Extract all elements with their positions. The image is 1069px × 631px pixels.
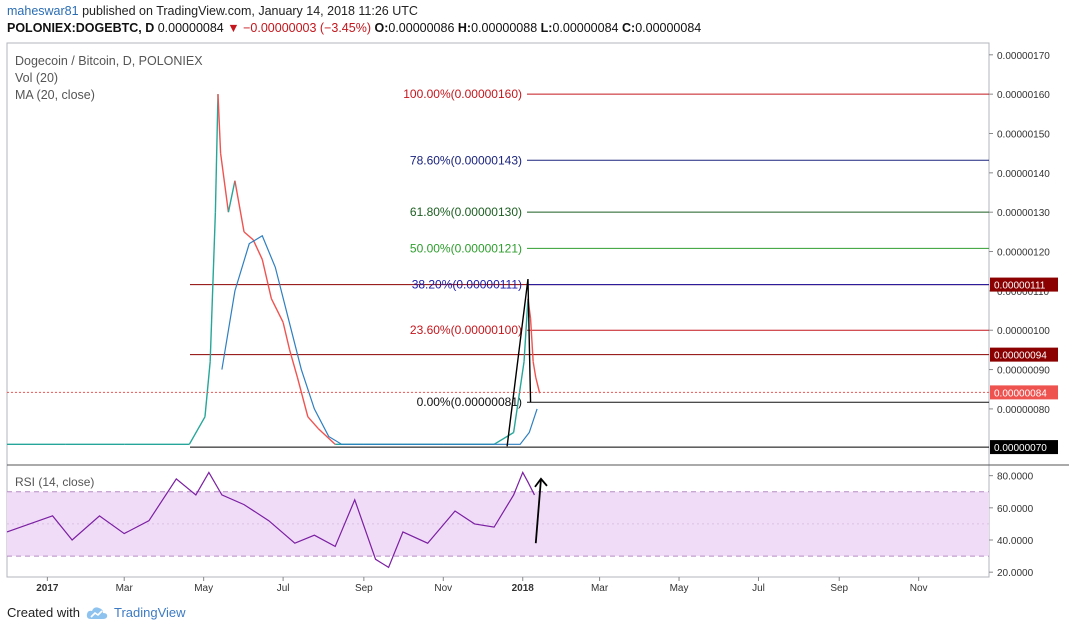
fib-level-label: 78.60%(0.00000143) (410, 153, 522, 167)
change-value: −0.00000003 (−3.45%) (243, 21, 371, 35)
price-segment (252, 239, 263, 260)
symbol-label: POLONIEX:DOGEBTC, D (7, 21, 155, 35)
close-label: C: (621, 21, 636, 35)
tradingview-cloud-icon (86, 606, 108, 619)
price-tick-label: 0.00000110 (997, 287, 1050, 298)
chart-canvas[interactable]: 0.00000170 0.00000160 0.00000150 0.00000140… (0, 0, 1069, 600)
price-segment (234, 180, 245, 232)
price-segment (204, 361, 211, 417)
price-segment (523, 298, 529, 362)
rsi-arrow (534, 478, 542, 544)
open-label: O: (374, 21, 389, 35)
time-tick-label: Nov (910, 583, 928, 594)
price-badge (990, 277, 1058, 292)
price-tick-label: 0.00000150 (997, 129, 1050, 140)
price-segment (209, 212, 217, 362)
down-triangle-icon: ▼ (227, 21, 240, 35)
rsi-tick-label: 60.0000 (997, 504, 1034, 515)
fib-level-label: 100.00%(0.00000160) (403, 87, 522, 101)
tradingview-brand-label: TradingView (113, 605, 186, 620)
rsi-tick-label: 20.0000 (997, 568, 1034, 579)
time-tick-label: 2017 (36, 583, 59, 594)
price-segment (493, 431, 514, 445)
price-segment (217, 94, 222, 154)
fib-level-label: 50.00%(0.00000121) (410, 241, 522, 255)
high-label: H: (457, 21, 472, 35)
fib-level-label: 23.60%(0.00000100) (410, 323, 522, 337)
price-badge-label: 0.00000094 (994, 351, 1047, 362)
time-tick-label: Mar (116, 583, 134, 594)
publish-info: published on TradingView.com, January 14… (82, 4, 418, 18)
time-tick-label: Jul (277, 583, 290, 594)
price-badge (990, 347, 1058, 362)
time-tick-label: Jul (752, 583, 765, 594)
created-with-label: Created with (7, 605, 80, 620)
time-tick-label: 2018 (512, 583, 535, 594)
time-tick-label: Nov (434, 583, 452, 594)
time-tick-label: May (194, 583, 213, 594)
price-segment (532, 361, 537, 378)
price-tick-label: 0.00000160 (997, 90, 1050, 101)
tradingview-link[interactable]: TradingView (86, 605, 186, 620)
ma-line (221, 234, 538, 445)
footer: Created with TradingView (7, 605, 186, 620)
fib-level-label: 0.00%(0.00000081) (417, 395, 522, 409)
price-legend-line: Dogecoin / Bitcoin, D, POLONIEX (15, 54, 203, 68)
fib-level-label: 38.20%(0.00000111) (412, 278, 522, 292)
price-segment (261, 259, 273, 299)
price-segment (529, 318, 534, 362)
rsi-arrowhead (534, 477, 548, 488)
price-segment (282, 322, 291, 351)
price-segment (270, 298, 284, 323)
ohlc-bar: POLONIEX:DOGEBTC, D 0.00000084 ▼ −0.0000… (7, 21, 701, 35)
time-tick-label: Mar (591, 583, 609, 594)
last-price-badge-label: 0.00000084 (994, 388, 1047, 399)
rsi-line (6, 471, 536, 569)
price-segment (296, 377, 309, 417)
author-link[interactable]: maheswar81 (7, 4, 79, 18)
high-value: 0.00000088 (471, 21, 538, 35)
price-segment (214, 94, 219, 213)
price-segment (227, 180, 236, 213)
price-segment (288, 349, 299, 378)
price-tick-label: 0.00000130 (997, 208, 1050, 219)
price-tick-label: 0.00000080 (997, 405, 1050, 416)
price-segment (243, 231, 254, 241)
trend-line (506, 278, 532, 447)
price-segment (317, 428, 336, 445)
price-legend-line: Vol (20) (15, 71, 58, 85)
price-tick-label: 0.00000140 (997, 169, 1050, 180)
rsi-legend: RSI (14, close) (15, 475, 94, 489)
price-tick-label: 0.00000100 (997, 326, 1050, 337)
fib-level-label: 61.80%(0.00000130) (410, 205, 522, 219)
price-badge (990, 440, 1058, 455)
rsi-tick-label: 40.0000 (997, 536, 1034, 547)
price-value: 0.00000084 (157, 21, 224, 35)
price-tick-label: 0.00000120 (997, 248, 1050, 259)
low-value: 0.00000084 (552, 21, 619, 35)
close-value: 0.00000084 (635, 21, 702, 35)
price-legend-line: MA (20, close) (15, 88, 95, 102)
time-tick-label: Sep (830, 583, 848, 594)
price-tick-label: 0.00000170 (997, 51, 1050, 62)
price-badge-label: 0.00000070 (994, 443, 1047, 454)
publish-header: maheswar81 published on TradingView.com,… (7, 4, 418, 18)
price-badge-label: 0.00000111 (994, 281, 1046, 292)
time-tick-label: Sep (355, 583, 373, 594)
last-price-badge (990, 385, 1058, 400)
price-segment (219, 153, 230, 213)
low-label: L: (540, 21, 553, 35)
open-value: 0.00000086 (388, 21, 455, 35)
price-segment (535, 377, 541, 394)
price-segment (188, 416, 206, 445)
price-segment (512, 361, 525, 433)
rsi-tick-label: 80.0000 (997, 472, 1034, 483)
price-tick-label: 0.00000090 (997, 366, 1050, 377)
price-segment (307, 416, 319, 430)
time-tick-label: May (670, 583, 689, 594)
